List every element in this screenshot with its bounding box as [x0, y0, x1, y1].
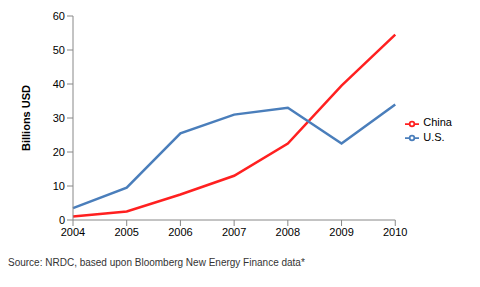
svg-text:2009: 2009	[329, 226, 353, 238]
svg-text:30: 30	[53, 112, 65, 124]
svg-text:20: 20	[53, 146, 65, 158]
html-text:U.S.: U.S.	[423, 130, 445, 143]
svg-text:Billions USD: Billions USD	[20, 85, 32, 151]
svg-text:50: 50	[53, 44, 65, 56]
svg-text:2010: 2010	[383, 226, 407, 238]
svg-text:2004: 2004	[61, 226, 85, 238]
html-text:Source: NRDC, based upon Bloom: Source: NRDC, based upon Bloomberg New E…	[8, 257, 305, 268]
svg-text:2008: 2008	[276, 226, 300, 238]
svg-text:60: 60	[53, 10, 65, 22]
svg-text:2006: 2006	[168, 226, 192, 238]
svg-text:10: 10	[53, 180, 65, 192]
svg-text:2007: 2007	[222, 226, 246, 238]
svg-text:40: 40	[53, 78, 65, 90]
html-text:China: China	[423, 116, 452, 129]
svg-text:2005: 2005	[114, 226, 138, 238]
svg-text:0: 0	[59, 214, 65, 226]
